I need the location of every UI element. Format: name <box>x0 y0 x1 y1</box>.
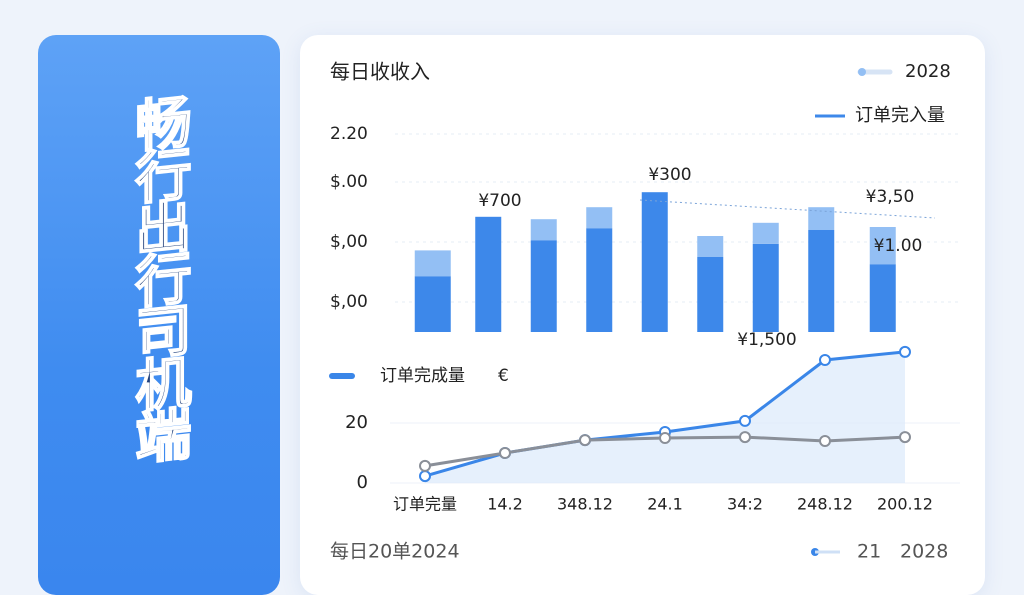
bar-segment <box>808 207 835 230</box>
bar-segment <box>752 243 779 332</box>
point <box>659 432 671 444</box>
bar-segment <box>475 216 502 332</box>
bar-segment <box>641 192 668 332</box>
point <box>419 470 431 483</box>
x-tick-label: 348.12 <box>557 495 613 514</box>
legend-label: 2028 <box>905 61 951 82</box>
y-tick-label: $,00 <box>330 292 368 312</box>
bar-segment <box>869 264 896 332</box>
bar-segment <box>530 219 557 241</box>
bar-segment <box>586 228 613 332</box>
y-tick-label: 20 <box>345 412 368 433</box>
x-tick-label: 34:2 <box>727 495 763 514</box>
point <box>899 345 911 358</box>
sidebar: 畅行出行司机端 <box>38 35 280 595</box>
bar-segment <box>586 207 613 229</box>
data-annotation: ¥3,50 <box>866 187 915 207</box>
bar-segment <box>414 276 451 332</box>
legend-label: 订单完成量 <box>380 366 465 386</box>
point <box>819 354 831 366</box>
bar-segment <box>697 236 724 257</box>
point <box>419 459 431 472</box>
bar-segment <box>869 227 896 265</box>
footer-left: 每日20单2024 <box>330 541 460 563</box>
x-tick-label: 24.1 <box>647 495 683 514</box>
footer-year: 2028 <box>900 541 948 563</box>
bar-segment <box>697 257 724 332</box>
trend-dotted <box>639 199 936 219</box>
point <box>739 431 751 444</box>
bar-segment <box>530 240 557 332</box>
legend-swatch <box>858 68 866 76</box>
point <box>819 435 831 447</box>
data-annotation: ¥1,500 <box>737 330 796 350</box>
card-title: 每日收收入 <box>330 60 430 84</box>
charts: 每日收收入 每日20单2024 21 2028 $,00 $,00 $.00 2.20… <box>329 60 960 563</box>
y-tick-label: 0 <box>357 472 368 493</box>
bar-segment <box>752 222 779 244</box>
legend-label: 订单完入量 <box>855 105 945 126</box>
point <box>579 434 591 447</box>
footer-count: 21 <box>857 541 881 563</box>
point <box>499 447 511 459</box>
bar-segment <box>808 230 835 332</box>
page: 畅行出行司机端 每日收收入 每日20单2024 21 2028 $,00 $,00… <box>38 35 985 595</box>
x-tick-label: 200.12 <box>877 495 933 514</box>
x-tick-label: 14.2 <box>487 495 523 514</box>
legend-label: € <box>498 366 509 386</box>
y-tick-label: $.00 <box>330 172 368 192</box>
x-tick-label: 订单完量 <box>393 495 457 514</box>
point <box>899 431 911 444</box>
data-annotation: ¥300 <box>648 165 691 185</box>
x-tick-label: 248.12 <box>797 495 853 514</box>
y-tick-label: 2.20 <box>330 124 368 144</box>
y-tick-label: $,00 <box>330 232 368 252</box>
data-annotation: ¥1.00 <box>874 236 923 256</box>
bar-segment <box>414 250 451 277</box>
data-annotation: ¥700 <box>478 191 521 211</box>
point <box>739 414 751 427</box>
area <box>425 351 905 483</box>
